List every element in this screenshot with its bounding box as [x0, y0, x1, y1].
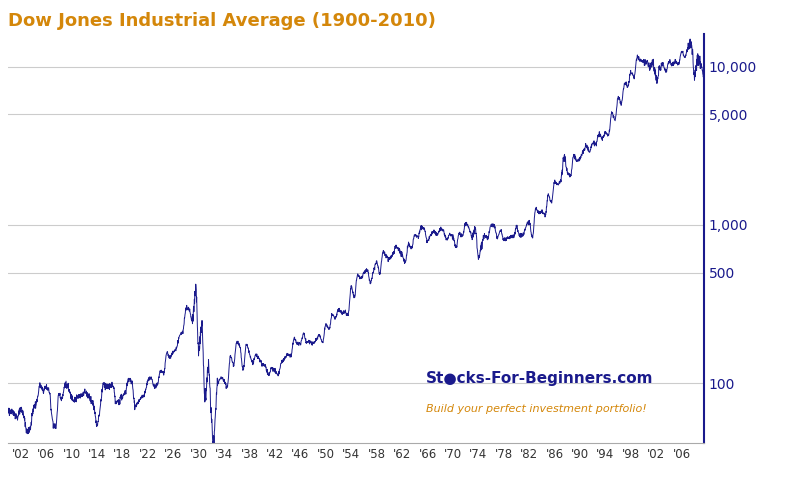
- Text: Dow Jones Industrial Average (1900-2010): Dow Jones Industrial Average (1900-2010): [8, 12, 436, 30]
- Text: St●cks-For-Beginners.com: St●cks-For-Beginners.com: [426, 370, 653, 386]
- Text: Build your perfect investment portfolio!: Build your perfect investment portfolio!: [426, 404, 646, 414]
